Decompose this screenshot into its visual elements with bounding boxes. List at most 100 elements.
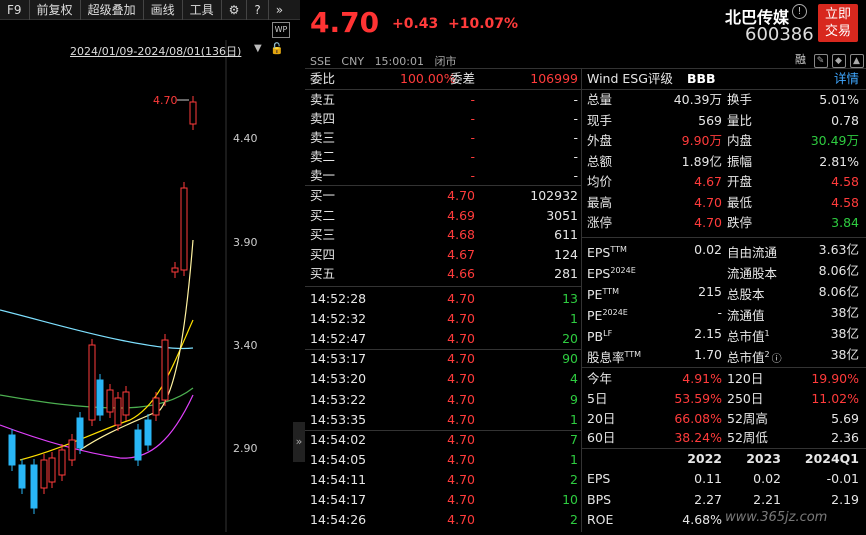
perf-value: 38.24% xyxy=(674,430,722,446)
tick-row: 14:54:26 4.70 2 xyxy=(310,510,578,530)
price-tag: 4.70 xyxy=(153,94,178,107)
tick-time: 14:54:11 xyxy=(310,471,367,487)
fin-label: 股息率 xyxy=(587,350,625,366)
fin-value-2: 3.63亿 xyxy=(818,242,859,257)
price-change: +0.43 xyxy=(392,16,439,32)
stat-row: 总量 40.39万 换手 5.01% xyxy=(587,90,859,110)
perf-label-2: 52周高 xyxy=(727,410,768,426)
dropdown-icon[interactable]: ▼ xyxy=(254,43,262,54)
stat-label-2: 内盘 xyxy=(727,133,753,148)
fin-value: 215 xyxy=(698,284,722,299)
alert-icon[interactable]: ◆ xyxy=(831,54,846,68)
level-price: - xyxy=(470,149,475,164)
trade-button-line1: 立即 xyxy=(824,7,851,22)
level-label: 买三 xyxy=(310,227,336,242)
stat-row: 现手 569 量比 0.78 xyxy=(587,111,859,131)
stat-value: 4.70 xyxy=(694,194,722,210)
stat-label: 涨停 xyxy=(587,215,613,230)
tick-time: 14:53:17 xyxy=(310,351,367,367)
trade-button-line2: 交易 xyxy=(824,24,851,39)
fin-label: EPS xyxy=(587,266,611,282)
fin-label: PB xyxy=(587,329,604,345)
fundamental-row: EPS2024E 流通股本 8.06亿 xyxy=(587,261,859,281)
tick-time: 14:53:20 xyxy=(310,371,367,387)
collapse-button[interactable]: » xyxy=(293,422,305,462)
level-volume: - xyxy=(573,149,578,164)
weicha-label: 委差 xyxy=(450,71,476,86)
toolbar-tools[interactable]: 工具 xyxy=(183,0,222,20)
tick-price: 4.70 xyxy=(447,311,475,327)
stat-label: 最高 xyxy=(587,194,613,210)
fin-label-2-sup: 2 xyxy=(764,350,770,359)
level-volume: - xyxy=(573,168,578,183)
yearly-header: 2022 2023 2024Q1 xyxy=(587,449,859,469)
stat-value: 569 xyxy=(698,112,722,128)
tick-time: 14:54:05 xyxy=(310,451,367,467)
ask-row[interactable]: 卖五 - - xyxy=(310,90,578,110)
help-icon[interactable]: ? xyxy=(247,0,269,20)
date-range[interactable]: 2024/01/09-2024/08/01(136日) xyxy=(70,45,242,58)
fin-label-2: 总股本 xyxy=(727,287,765,303)
tick-volume: 90 xyxy=(562,351,578,367)
wp-icon[interactable]: WP xyxy=(272,22,290,38)
spacer xyxy=(0,117,190,139)
perf-value: 53.59% xyxy=(674,390,722,406)
market-status: 闭市 xyxy=(434,55,457,68)
tick-volume: 10 xyxy=(562,492,578,507)
gear-icon[interactable]: ⚙ xyxy=(222,0,248,20)
bid-row[interactable]: 买三 4.68 611 xyxy=(310,225,578,245)
esg-detail-link[interactable]: 详情 xyxy=(833,71,859,86)
fin-label-2: 总市值 xyxy=(727,329,765,345)
yearly-label: ROE xyxy=(587,512,614,527)
level-volume: - xyxy=(573,92,578,107)
fundamental-row: PE2024E - 流通值 38亿 xyxy=(587,303,859,323)
trade-button[interactable]: 立即 交易 xyxy=(818,4,858,42)
candle-body xyxy=(68,439,76,461)
info-icon[interactable]: ! xyxy=(792,4,807,19)
candle-body xyxy=(58,449,66,476)
info-circle-icon[interactable]: ⓘ xyxy=(771,354,782,366)
double-chevron-right-icon[interactable]: » xyxy=(275,2,284,17)
weibi-label: 委比 xyxy=(310,71,336,86)
ask-row[interactable]: 卖二 - - xyxy=(310,147,578,167)
bid-row[interactable]: 买四 4.67 124 xyxy=(310,245,578,265)
fundamental-row: EPSTTM 0.02 自由流通 3.63亿 xyxy=(587,240,859,260)
ask-row[interactable]: 卖四 - - xyxy=(310,109,578,129)
bid-row[interactable]: 买五 4.66 281 xyxy=(310,264,578,284)
kline-chart[interactable]: 4.40 3.90 3.40 2.90 4.70 xyxy=(0,20,293,532)
tick-row: 14:53:35 4.70 1 xyxy=(310,410,578,430)
toolbar-draw[interactable]: 画线 xyxy=(144,0,183,20)
tick-volume: 2 xyxy=(570,512,578,528)
toolbar-adjust[interactable]: 前复权 xyxy=(30,0,81,20)
fin-value-2: 38亿 xyxy=(830,347,859,362)
kline-svg: 4.40 3.90 3.40 2.90 4.70 xyxy=(0,40,258,532)
tick-time: 14:54:02 xyxy=(310,431,367,447)
ask-row[interactable]: 卖一 - - xyxy=(310,166,578,186)
toolbar-overlay[interactable]: 超级叠加 xyxy=(81,0,144,20)
candle-body xyxy=(96,379,104,416)
candle-body xyxy=(122,391,130,416)
tick-price: 4.70 xyxy=(447,291,475,306)
toolbar-f9[interactable]: F9 xyxy=(0,0,30,20)
exchange: SSE xyxy=(310,55,331,68)
yearly-value: 0.11 xyxy=(694,471,722,486)
ask-row[interactable]: 卖三 - - xyxy=(310,128,578,148)
yearly-value: -0.01 xyxy=(826,471,859,486)
edit-icon[interactable]: ✎ xyxy=(813,54,828,68)
perf-value-2: 5.69 xyxy=(831,410,859,426)
level-volume: 281 xyxy=(554,266,578,281)
y-tick-label: 2.90 xyxy=(233,442,258,455)
level-volume: 3051 xyxy=(546,207,578,223)
level-price: 4.67 xyxy=(447,246,475,262)
perf-label: 5日 xyxy=(587,390,608,406)
bid-row[interactable]: 买二 4.69 3051 xyxy=(310,206,578,226)
bid-row[interactable]: 买一 4.70 102932 xyxy=(310,186,578,206)
tick-time: 14:52:28 xyxy=(310,291,367,306)
price-change-pct: +10.07% xyxy=(448,16,519,32)
weicha-value: 106999 xyxy=(530,71,578,86)
bell-icon[interactable]: ▲ xyxy=(849,54,864,68)
lock-icon[interactable]: 🔓 xyxy=(270,42,284,55)
tick-price: 4.70 xyxy=(447,512,475,528)
y-tick-label: 4.40 xyxy=(233,132,258,145)
stock-code: 600386 xyxy=(745,24,814,45)
